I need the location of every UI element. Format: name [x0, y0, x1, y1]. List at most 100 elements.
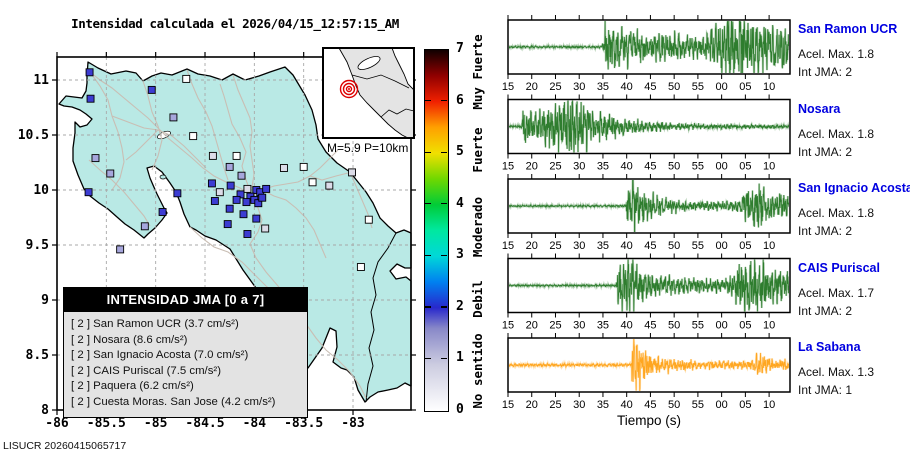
x-axis-tick-label: -83.5 [284, 416, 323, 431]
time-tick-label: 25 [549, 399, 561, 411]
station-markers-layer [84, 68, 373, 309]
time-tick-label: 45 [644, 81, 656, 93]
time-tick-label: 25 [549, 81, 561, 93]
time-tick-label: 15 [502, 240, 514, 252]
station-marker [279, 164, 288, 172]
seismogram-panel: 15 20 25 30 35 40 45 50 55 00 05 10 [502, 333, 791, 411]
station-marker [91, 154, 100, 163]
time-tick-label: 05 [739, 320, 751, 332]
trace-station-name: La Sabana [798, 340, 861, 354]
time-tick-label: 20 [526, 399, 538, 411]
station-marker [86, 94, 95, 103]
station-marker [243, 184, 252, 193]
time-tick-label: 40 [621, 399, 633, 411]
station-marker [215, 188, 224, 197]
station-marker [299, 162, 308, 171]
y-axis-tick-label: 10.5 [18, 128, 49, 143]
station-marker [208, 151, 217, 160]
colorbar-tick [441, 203, 447, 205]
legend-item: [ 2 ] San Ignacio Acosta (7.0 cm/s²) [71, 349, 249, 362]
colorbar-tick-label: 1 [456, 350, 464, 366]
legend-item: [ 2 ] CAIS Puriscal (7.5 cm/s²) [71, 364, 222, 377]
epicenter-rings [345, 85, 353, 93]
trace-int-jma: Int JMA: 1 [798, 383, 853, 397]
time-tick-label: 40 [621, 161, 633, 173]
trace-station-name: San Ignacio Acosta [798, 181, 910, 195]
time-tick-label: 50 [668, 320, 680, 332]
time-tick-label: 35 [597, 240, 609, 252]
trace-station-name: San Ramon UCR [798, 22, 898, 36]
station-marker [356, 263, 365, 271]
station-marker [226, 181, 235, 190]
station-marker [189, 132, 198, 141]
time-tick-label: 15 [502, 161, 514, 173]
time-tick-label: 30 [573, 320, 585, 332]
colorbar-tick-label: 5 [456, 144, 464, 160]
seismogram-panel: 15 20 25 30 35 40 45 50 55 00 05 10 [502, 15, 791, 93]
report-id: LISUCR 20260415065717 [3, 440, 127, 452]
station-marker [225, 162, 234, 171]
time-tick-label: 35 [597, 399, 609, 411]
trace-station-name: CAIS Puriscal [798, 260, 880, 275]
station-marker [261, 224, 270, 233]
time-tick-label: 55 [692, 399, 704, 411]
lake-nicaragua [357, 56, 381, 70]
magnitude-depth-label: M=5.9 P=10km [327, 141, 409, 155]
station-marker [147, 85, 156, 94]
road [125, 129, 159, 161]
station-marker [225, 204, 234, 213]
map-title: Intensidad calculada el 2026/04/15_12:57… [71, 16, 399, 31]
time-tick-label: 30 [573, 240, 585, 252]
colorbar-tick-label: 4 [456, 195, 464, 211]
road [186, 69, 229, 181]
time-tick-label: 05 [739, 81, 751, 93]
time-tick-label: 55 [692, 320, 704, 332]
y-axis-tick-label: 9.5 [26, 238, 49, 253]
inset-border [322, 47, 415, 139]
trace-acel-max: Acel. Max. 1.8 [798, 126, 875, 141]
x-axis-tick-label: -84.5 [185, 416, 224, 431]
trace-acel-max: Acel. Max. 1.8 [798, 47, 875, 61]
road [142, 80, 163, 171]
panama-border [365, 232, 397, 403]
station-marker [232, 195, 241, 204]
time-tick-label: 55 [692, 161, 704, 173]
station-marker [207, 179, 216, 188]
road [111, 115, 207, 169]
time-tick-label: 30 [573, 81, 585, 93]
time-tick-label: 30 [573, 161, 585, 173]
station-marker [223, 220, 232, 229]
epicenter-rings [342, 82, 356, 96]
time-tick-label: 15 [502, 399, 514, 411]
station-marker [84, 188, 93, 197]
seismogram-panel: 15 20 25 30 35 40 45 50 55 00 05 10 [502, 94, 791, 173]
time-tick-label: 00 [716, 240, 728, 252]
station-marker [325, 181, 334, 190]
station-marker [262, 184, 271, 193]
legend-item: [ 2 ] Nosara (8.6 cm/s²) [71, 333, 188, 346]
time-tick-label: 25 [549, 320, 561, 332]
trace-acel-max: Acel. Max. 1.3 [798, 365, 875, 379]
station-marker [258, 193, 267, 202]
time-tick-label: 45 [644, 240, 656, 252]
time-tick-label: 15 [502, 320, 514, 332]
station-marker [182, 74, 191, 83]
time-tick-label: 45 [644, 399, 656, 411]
colorbar-tick [425, 306, 431, 308]
seismogram-panels: 15 20 25 30 35 40 45 50 55 00 05 10 15 20 25 30 35 40 45 50… [502, 15, 791, 411]
station-marker [348, 168, 356, 177]
time-tick-label: 05 [739, 240, 751, 252]
epicenter-inset-map [322, 47, 415, 139]
time-tick-label: 50 [668, 161, 680, 173]
colorbar-tick [425, 100, 431, 102]
legend-item: [ 2 ] Paquera (6.2 cm/s²) [71, 380, 194, 393]
station-marker [239, 210, 248, 219]
colorbar-tick-label: 0 [456, 402, 464, 417]
legend-item: [ 2 ] Cuesta Moras. San Jose (4.2 cm/s²) [71, 395, 276, 408]
road [88, 159, 151, 227]
station-marker [243, 230, 252, 238]
time-tick-label: 50 [668, 240, 680, 252]
time-tick-label: 45 [644, 161, 656, 173]
station-marker [158, 208, 167, 216]
